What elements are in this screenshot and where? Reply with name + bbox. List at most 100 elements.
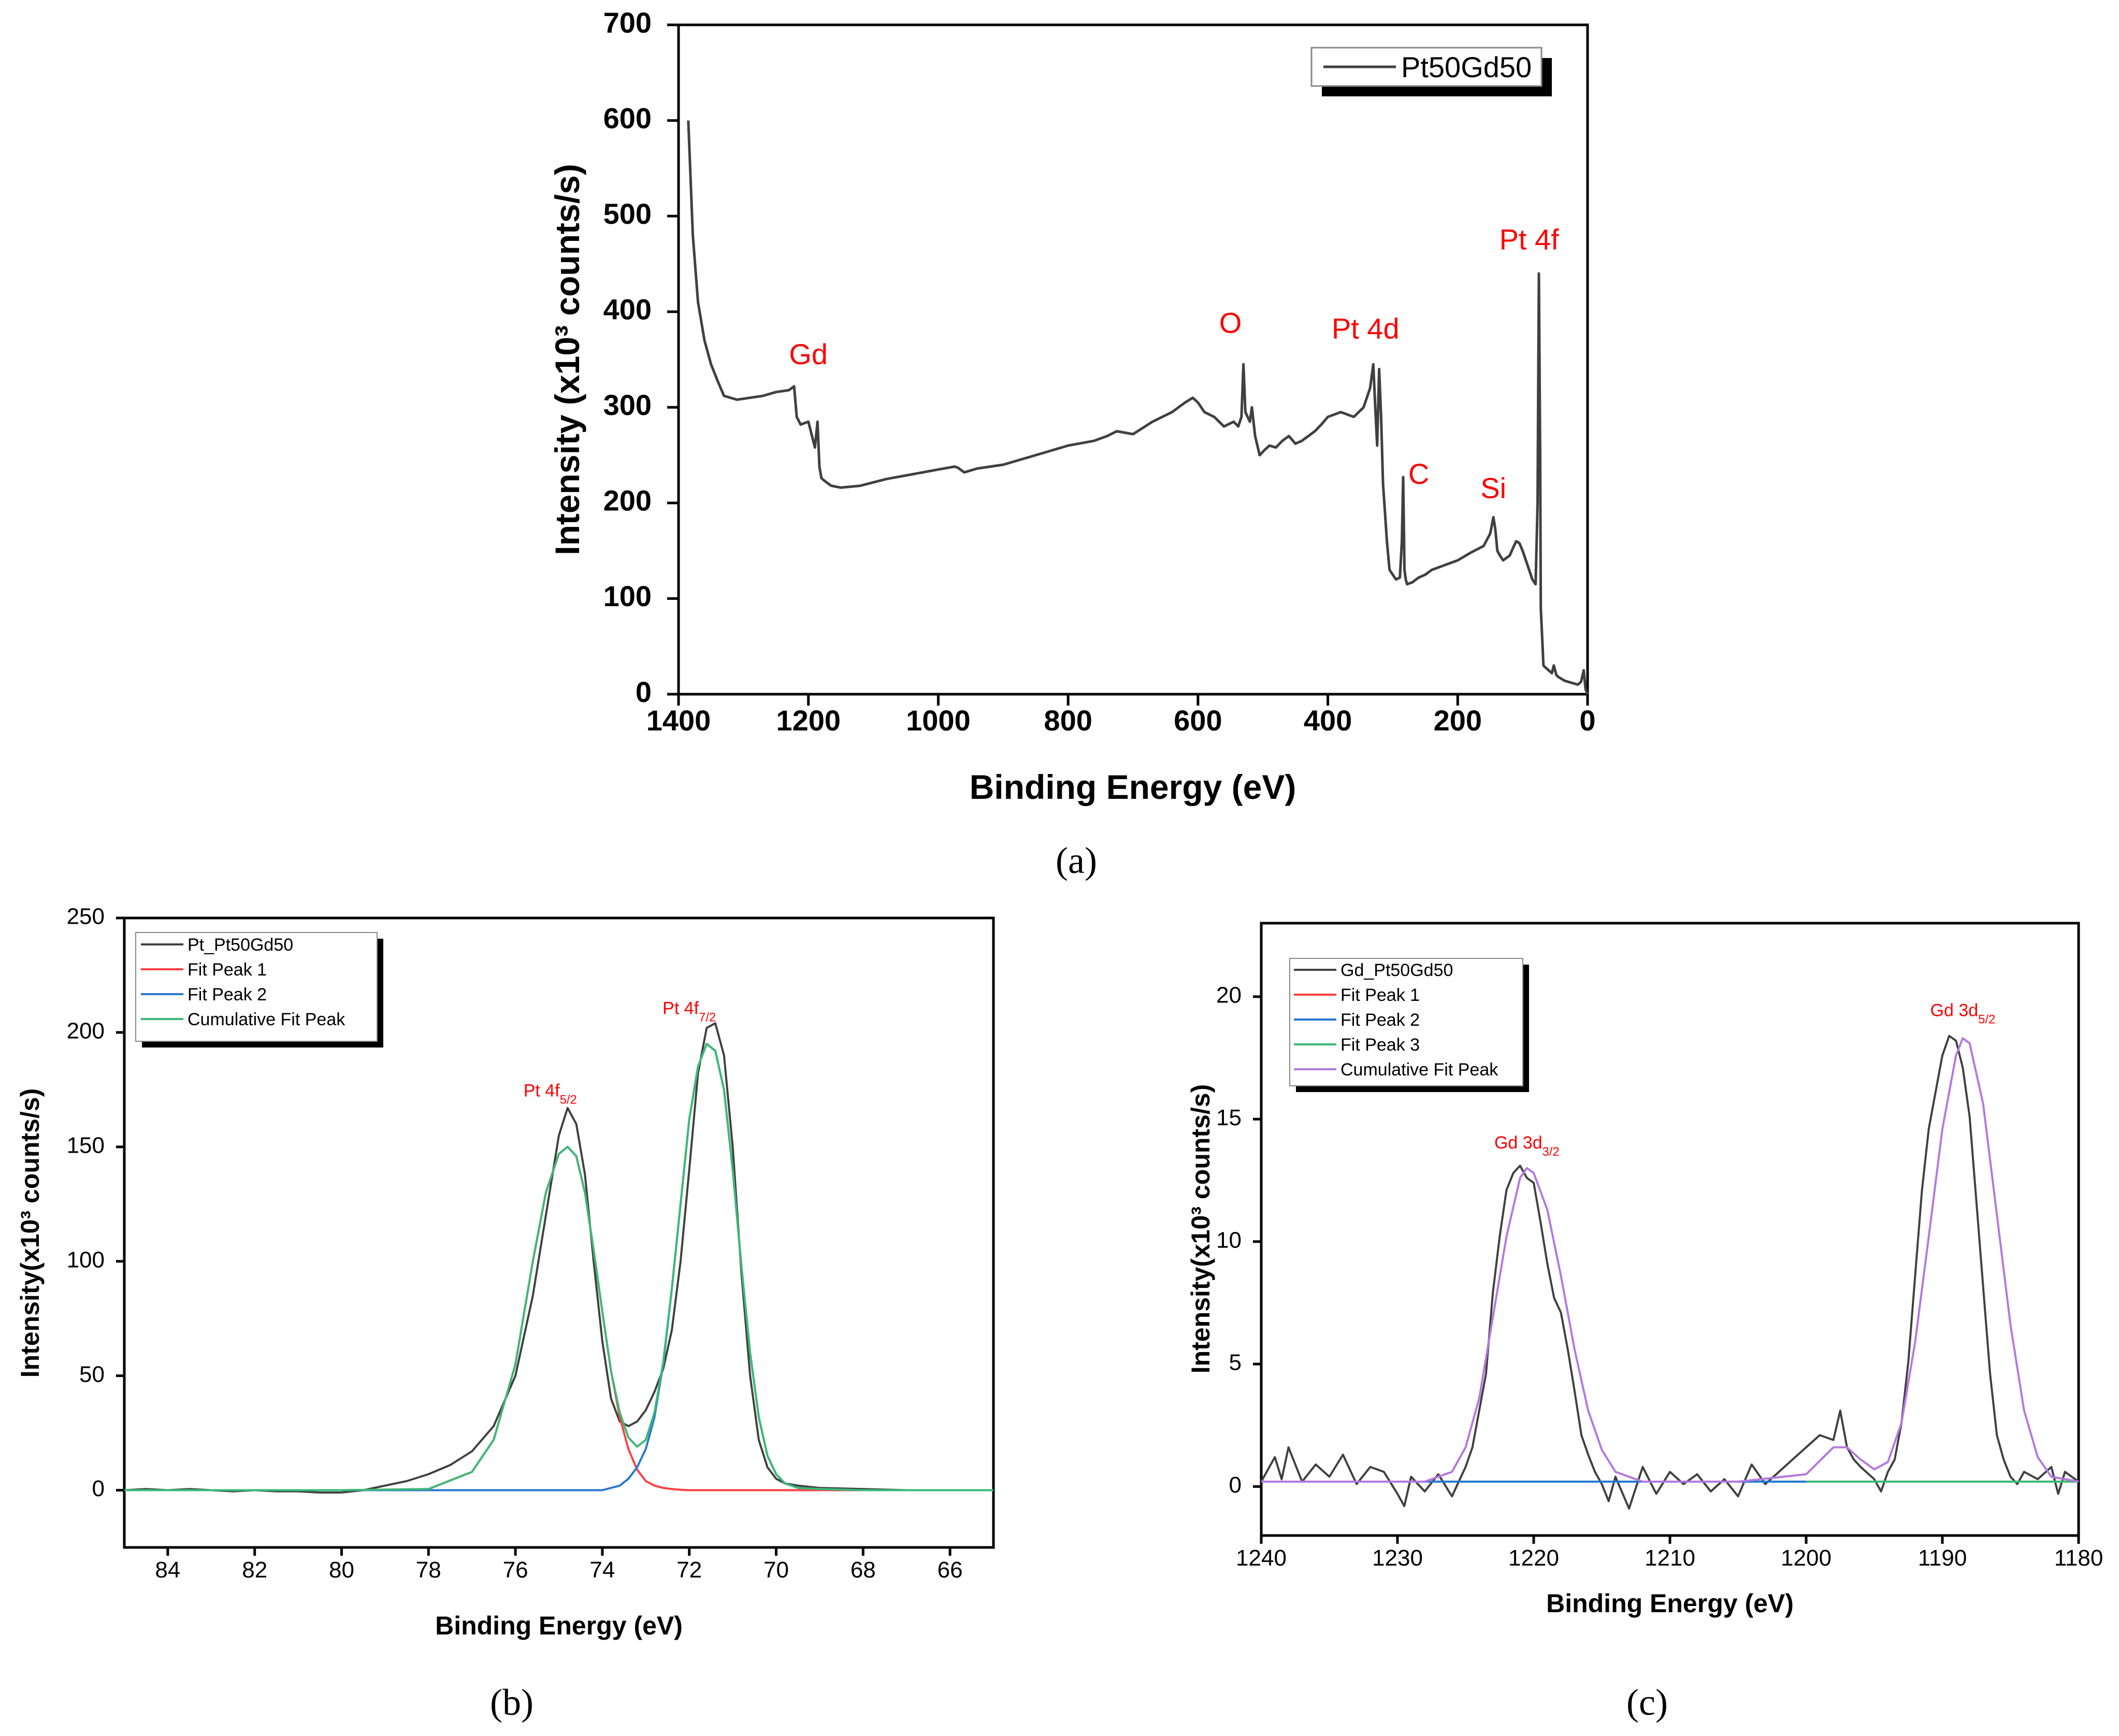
- chart-b-y-tick-label-3: 150: [67, 1132, 105, 1158]
- chart-a-x-tick-label-4: 600: [1174, 704, 1222, 737]
- chart-c-x-tick-label-1: 1230: [1372, 1545, 1423, 1571]
- chart-a-legend: Pt50Gd50: [1310, 47, 1552, 96]
- chart-b-plot-frame: [123, 916, 995, 1549]
- chart-c-ticks: 1240 1230 1220 1210 1200 1190 1180 0 5 10 15 20: [1216, 982, 2103, 1571]
- chart-a-y-axis-title: Intensity (x10³ counts/s): [548, 164, 586, 555]
- chart-b-x-axis-title: Binding Energy (eV): [435, 1611, 683, 1640]
- chart-b-series-fit-peak-2: [124, 1043, 993, 1491]
- chart-a-y-tick-label-1: 100: [603, 580, 652, 612]
- chart-a-y-tick-label-3: 300: [603, 389, 652, 421]
- chart-b-legend-label-pt-pt50gd50: Pt_Pt50Gd50: [188, 935, 293, 955]
- chart-a-annotation-text-1: O: [1219, 306, 1242, 339]
- chart-a-y-tick-label-0: 0: [636, 676, 652, 708]
- chart-b-x-tick-label-6: 72: [676, 1557, 702, 1583]
- chart-c-legend-label-fit-peak-2: Fit Peak 2: [1340, 1010, 1420, 1030]
- chart-c-y-tick-label-2: 10: [1216, 1227, 1242, 1253]
- chart-c-x-tick-label-6: 1180: [2054, 1545, 2103, 1571]
- chart-a-annotation-text-0: Gd: [789, 338, 828, 370]
- chart-b-y-axis-title: Intensity(x10³ counts/s): [16, 1088, 45, 1378]
- chart-a-y-tick-label-6: 600: [603, 102, 652, 134]
- chart-b-annotation-text-0: Pt 4f: [524, 1081, 560, 1101]
- chart-a-y-tick-label-4: 400: [603, 293, 652, 326]
- chart-c-y-axis-title: Intensity(x10³ counts/s): [1186, 1084, 1215, 1373]
- chart-b-annotation-sub-1: 7/2: [699, 1010, 716, 1024]
- chart-b-series-fit-peak-1: [124, 1145, 993, 1491]
- chart-b-x-tick-label-2: 80: [329, 1557, 354, 1583]
- chart-c-legend: Gd_Pt50Gd50 Fit Peak 1 Fit Peak 2 Fit Pe…: [1289, 958, 1529, 1092]
- chart-b-x-tick-label-3: 78: [416, 1557, 441, 1583]
- chart-a-x-tick-label-5: 400: [1304, 704, 1352, 737]
- chart-b-legend: Pt_Pt50Gd50 Fit Peak 1 Fit Peak 2 Cumula…: [135, 932, 383, 1048]
- chart-a-x-tick-label-6: 200: [1434, 704, 1482, 737]
- chart-b-annotations: Pt 4f5/2Pt 4f7/2: [524, 999, 716, 1107]
- chart-c-legend-label-gd-pt50gd50: Gd_Pt50Gd50: [1340, 960, 1453, 980]
- chart-a-x-tick-label-3: 800: [1044, 704, 1092, 737]
- chart-b-annotation-pt-4f-7-2: Pt 4f7/2: [662, 999, 716, 1025]
- chart-c-annotation-gd-3d-3-2: Gd 3d3/2: [1494, 1133, 1560, 1159]
- chart-c-x-tick-label-3: 1210: [1645, 1545, 1695, 1571]
- chart-a-x-tick-label-0: 1400: [646, 704, 711, 737]
- chart-a: 1400 1200 1000 800 600 400 200 0 0 100 200 300 400 50…: [548, 6, 1596, 881]
- chart-b-series-cumulative-fit-peak: [124, 1043, 993, 1491]
- chart-b-y-tick-label-5: 250: [67, 904, 105, 929]
- chart-c-y-tick-label-0: 0: [1229, 1472, 1242, 1498]
- chart-b-x-tick-label-5: 74: [589, 1557, 615, 1583]
- chart-b-ticks: 84 82 80 78 76 74 72 70 68 66 0 50 100 150 200 250: [67, 904, 963, 1583]
- chart-b-annotation-text-1: Pt 4f: [662, 999, 699, 1018]
- chart-b-x-tick-label-7: 70: [763, 1557, 789, 1583]
- chart-c: 1240 1230 1220 1210 1200 1190 1180 0 5 10 15 20 Gd …: [1186, 922, 2103, 1723]
- chart-b-y-tick-label-2: 100: [67, 1247, 105, 1272]
- chart-c-legend-label-fit-peak-3: Fit Peak 3: [1340, 1035, 1420, 1055]
- chart-c-legend-label-cumulative-fit-peak: Cumulative Fit Peak: [1340, 1060, 1498, 1080]
- chart-a-legend-label-pt50gd50: Pt50Gd50: [1401, 51, 1532, 83]
- chart-b-panel-label: (b): [490, 1682, 534, 1723]
- chart-c-x-tick-label-4: 1200: [1781, 1545, 1832, 1571]
- chart-c-annotation-sub-1: 5/2: [1978, 1012, 1995, 1026]
- chart-c-lines: [1260, 1035, 2080, 1510]
- chart-c-annotation-text-0: Gd 3d: [1494, 1133, 1543, 1153]
- chart-c-y-tick-label-1: 5: [1229, 1350, 1242, 1375]
- chart-a-x-axis-title: Binding Energy (eV): [970, 768, 1296, 806]
- chart-a-lines: [687, 120, 1589, 695]
- chart-b-x-tick-label-4: 76: [503, 1557, 528, 1583]
- chart-c-annotations: Gd 3d3/2Gd 3d5/2: [1494, 1001, 1995, 1159]
- chart-a-x-tick-label-2: 1000: [906, 704, 971, 737]
- chart-a-ticks: 1400 1200 1000 800 600 400 200 0 0 100 200 300 400 50…: [603, 6, 1596, 737]
- chart-a-y-tick-label-2: 200: [603, 484, 652, 517]
- chart-a-y-tick-label-5: 500: [603, 197, 652, 230]
- chart-c-x-tick-label-0: 1240: [1236, 1545, 1287, 1571]
- chart-c-x-tick-label-2: 1220: [1508, 1545, 1559, 1571]
- chart-b-x-tick-label-8: 68: [851, 1557, 876, 1583]
- chart-b-x-tick-label-1: 82: [242, 1557, 267, 1583]
- chart-b-legend-label-fit-peak-2: Fit Peak 2: [188, 985, 267, 1005]
- chart-b-legend-label-fit-peak-1: Fit Peak 1: [188, 960, 267, 980]
- chart-a-annotation-si: Si: [1480, 472, 1506, 505]
- chart-c-y-tick-label-4: 20: [1216, 982, 1242, 1008]
- chart-a-x-tick-label-7: 0: [1579, 704, 1595, 737]
- chart-a-annotation-text-3: C: [1408, 457, 1429, 490]
- chart-c-panel-label: (c): [1626, 1682, 1668, 1723]
- chart-c-legend-label-fit-peak-1: Fit Peak 1: [1340, 985, 1420, 1005]
- chart-c-x-axis-title: Binding Energy (eV): [1546, 1589, 1794, 1618]
- chart-a-annotation-text-4: Si: [1480, 472, 1506, 505]
- chart-a-annotation-text-2: Pt 4d: [1332, 312, 1400, 345]
- chart-c-series-cumulative-fit-peak: [1261, 1037, 2079, 1483]
- chart-a-x-tick-label-1: 1200: [776, 704, 841, 737]
- chart-b-annotation-sub-0: 5/2: [560, 1093, 577, 1107]
- chart-b-lines: [124, 1022, 993, 1494]
- chart-a-annotation-pt-4d: Pt 4d: [1332, 312, 1400, 345]
- chart-a-annotation-pt-4f: Pt 4f: [1500, 223, 1560, 256]
- chart-a-annotation-c: C: [1408, 457, 1429, 490]
- chart-a-annotation-text-5: Pt 4f: [1500, 223, 1560, 256]
- chart-c-series-gd-pt50gd50: [1260, 1035, 2080, 1510]
- chart-a-panel-label: (a): [1056, 840, 1097, 881]
- chart-c-x-tick-label-5: 1190: [1918, 1545, 1967, 1571]
- chart-c-annotation-sub-0: 3/2: [1543, 1144, 1560, 1158]
- chart-b-x-tick-label-9: 66: [938, 1557, 963, 1583]
- chart-b-y-tick-label-4: 200: [67, 1018, 105, 1044]
- chart-a-annotations: Gd O Pt 4d C Si Pt 4f: [789, 223, 1559, 505]
- chart-a-plot-frame: [677, 23, 1589, 696]
- chart-c-annotation-text-1: Gd 3d: [1930, 1001, 1979, 1021]
- chart-b-y-tick-label-0: 0: [92, 1476, 105, 1501]
